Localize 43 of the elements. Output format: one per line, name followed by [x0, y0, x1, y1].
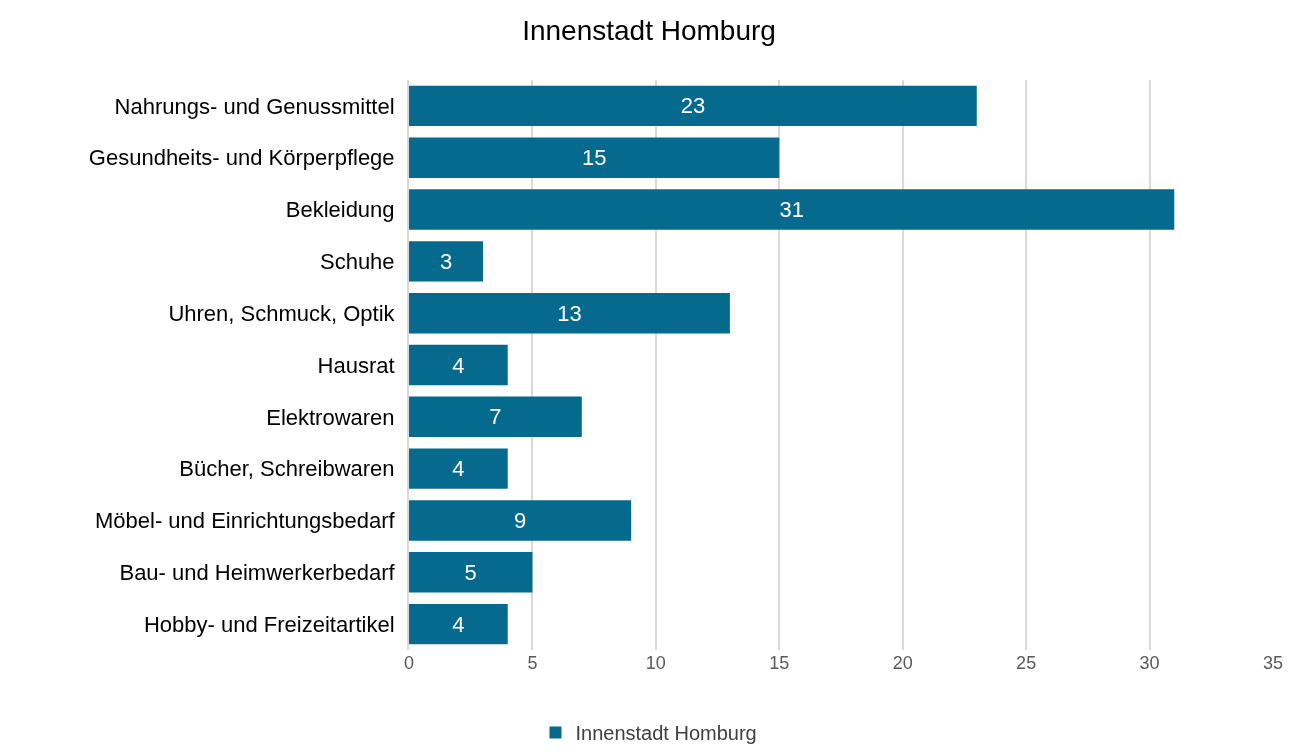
- x-tick-label: 30: [1139, 653, 1160, 673]
- y-tick-label: Schuhe: [319, 249, 395, 275]
- x-tick-label: 0: [403, 653, 415, 673]
- data-label: 3: [439, 248, 453, 274]
- y-tick-label: Bücher, Schreibwaren: [179, 456, 395, 482]
- x-tick-label: 20: [892, 653, 913, 673]
- y-tick-label: Bau- und Heimwerkerbedarf: [119, 559, 396, 585]
- data-label: 4: [452, 611, 465, 637]
- data-label: 13: [557, 300, 582, 326]
- data-label: 7: [489, 404, 502, 430]
- data-label: 31: [779, 197, 804, 223]
- y-tick-label: Nahrungs- und Genussmittel: [114, 93, 395, 119]
- bar: [409, 500, 632, 541]
- bar: [409, 448, 508, 489]
- chart-title: Innenstadt Homburg: [522, 14, 776, 46]
- data-label: 15: [581, 145, 607, 171]
- data-label: 4: [452, 456, 465, 482]
- y-tick-label: Hausrat: [317, 352, 395, 378]
- x-tick-label: 5: [527, 653, 538, 673]
- bar: [409, 396, 582, 438]
- bar: [409, 85, 977, 127]
- x-tick-label: 25: [1016, 653, 1037, 673]
- x-tick-label: 35: [1262, 653, 1284, 673]
- y-tick-label: Gesundheits- und Körperpflege: [88, 145, 395, 171]
- x-tick-label: 10: [645, 653, 666, 673]
- legend-label: Innenstadt Homburg: [575, 722, 757, 745]
- data-label: 4: [452, 352, 465, 378]
- bar: [409, 189, 1175, 230]
- bar: [409, 137, 780, 178]
- data-label: 23: [680, 93, 706, 119]
- bar: [409, 603, 508, 645]
- bar: [409, 241, 484, 282]
- y-tick-label: Elektrowaren: [266, 404, 395, 430]
- bar: [409, 552, 533, 593]
- data-label: 9: [513, 507, 527, 533]
- y-tick-label: Bekleidung: [285, 197, 395, 223]
- bar: [409, 292, 730, 334]
- bar: [409, 344, 508, 386]
- y-tick-label: Möbel- und Einrichtungsbedarf: [94, 508, 396, 534]
- data-label: 5: [464, 559, 477, 585]
- y-tick-label: Uhren, Schmuck, Optik: [168, 300, 396, 326]
- y-tick-label: Hobby- und Freizeitartikel: [143, 611, 395, 637]
- x-tick-label: 15: [769, 653, 790, 673]
